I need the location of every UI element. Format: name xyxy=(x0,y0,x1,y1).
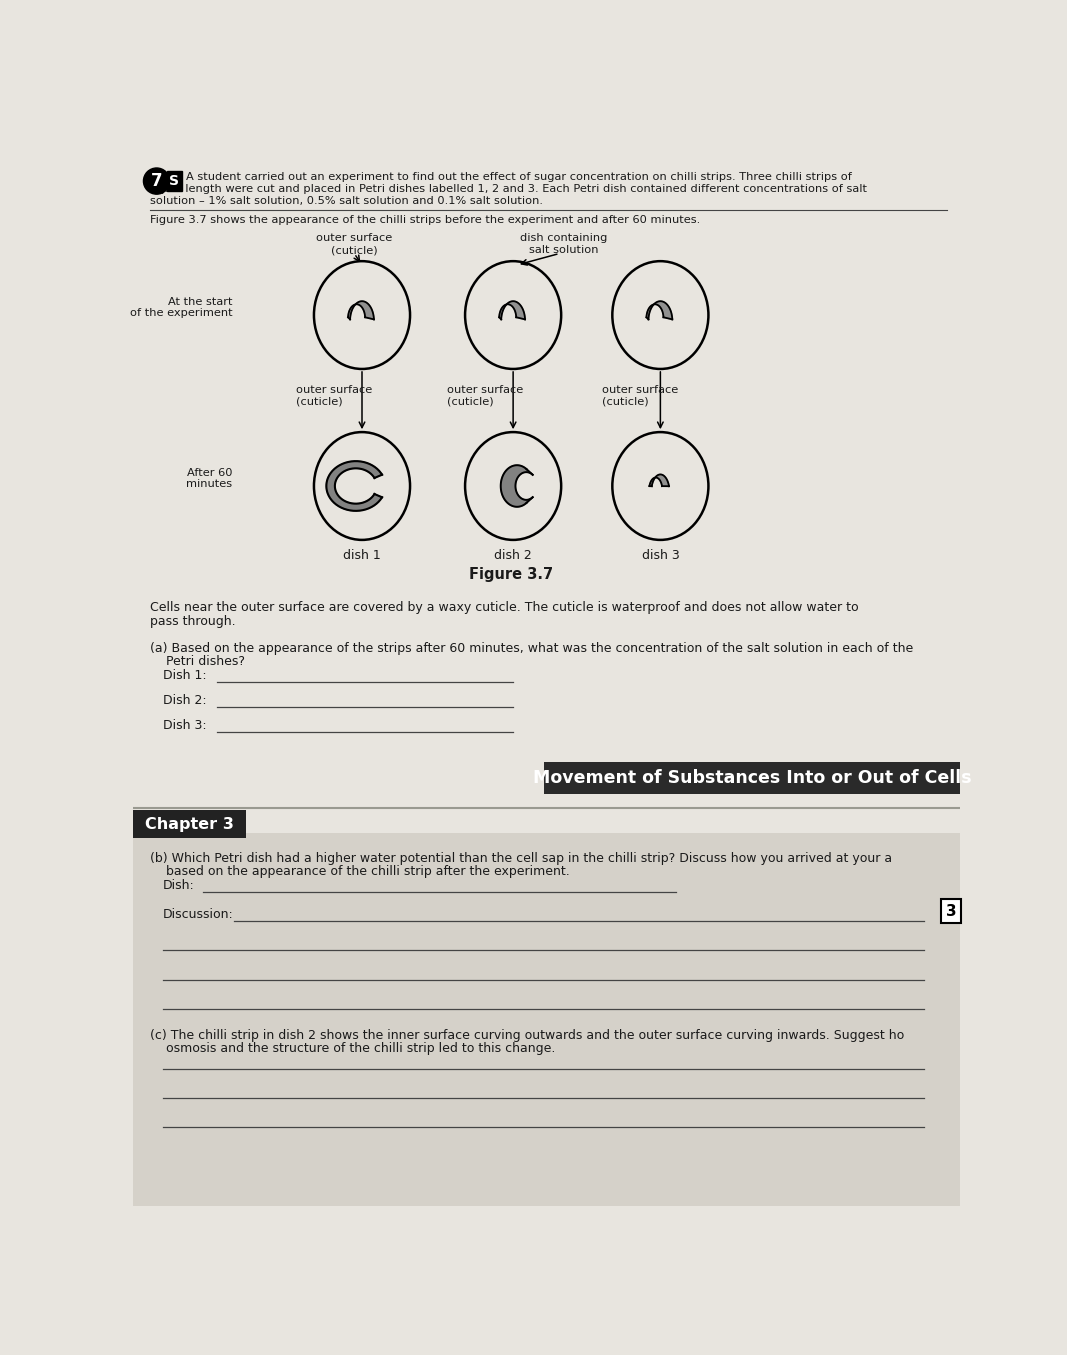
Text: based on the appearance of the chilli strip after the experiment.: based on the appearance of the chilli st… xyxy=(150,864,570,878)
Text: Dish 1:: Dish 1: xyxy=(163,668,206,682)
Polygon shape xyxy=(499,301,525,320)
Bar xyxy=(133,163,960,832)
Polygon shape xyxy=(647,301,672,320)
Bar xyxy=(544,762,960,794)
Text: (b) Which Petri dish had a higher water potential than the cell sap in the chill: (b) Which Petri dish had a higher water … xyxy=(150,852,893,864)
Text: (a) Based on the appearance of the strips after 60 minutes, what was the concent: (a) Based on the appearance of the strip… xyxy=(150,641,913,654)
Text: Discussion:: Discussion: xyxy=(163,908,234,921)
Bar xyxy=(133,810,245,837)
Text: outer surface
(cuticle): outer surface (cuticle) xyxy=(447,385,524,406)
Polygon shape xyxy=(500,465,532,507)
Text: Dish:: Dish: xyxy=(163,879,194,892)
Text: Dish 3:: Dish 3: xyxy=(163,720,206,733)
Text: At the start
of the experiment: At the start of the experiment xyxy=(130,297,233,318)
Text: S: S xyxy=(170,173,179,188)
Text: outer surface
(cuticle): outer surface (cuticle) xyxy=(602,385,679,406)
Circle shape xyxy=(143,168,170,194)
Text: equal length were cut and placed in Petri dishes labelled 1, 2 and 3. Each Petri: equal length were cut and placed in Petr… xyxy=(150,184,867,194)
Text: outer surface
(cuticle): outer surface (cuticle) xyxy=(297,385,372,406)
Text: Cells near the outer surface are covered by a waxy cuticle. The cuticle is water: Cells near the outer surface are covered… xyxy=(150,602,859,615)
Polygon shape xyxy=(327,461,382,511)
Text: dish 3: dish 3 xyxy=(641,549,680,562)
Text: dish containing
salt solution: dish containing salt solution xyxy=(520,233,607,255)
Polygon shape xyxy=(650,474,669,486)
Text: outer surface
(cuticle): outer surface (cuticle) xyxy=(316,233,393,255)
Text: Figure 3.7: Figure 3.7 xyxy=(469,566,554,581)
Text: A student carried out an experiment to find out the effect of sugar concentratio: A student carried out an experiment to f… xyxy=(186,172,851,182)
Text: Movement of Substances Into or Out of Cells: Movement of Substances Into or Out of Ce… xyxy=(532,768,971,787)
Text: (c) The chilli strip in dish 2 shows the inner surface curving outwards and the : (c) The chilli strip in dish 2 shows the… xyxy=(150,1028,905,1042)
Text: solution – 1% salt solution, 0.5% salt solution and 0.1% salt solution.: solution – 1% salt solution, 0.5% salt s… xyxy=(150,196,543,206)
Text: After 60
minutes: After 60 minutes xyxy=(187,467,233,489)
Polygon shape xyxy=(348,301,373,320)
Text: 7: 7 xyxy=(150,172,162,190)
Text: S: S xyxy=(170,173,179,188)
Text: dish 1: dish 1 xyxy=(344,549,381,562)
Text: Chapter 3: Chapter 3 xyxy=(145,817,234,832)
Bar xyxy=(133,832,960,1206)
Text: 3: 3 xyxy=(945,904,956,919)
Text: Petri dishes?: Petri dishes? xyxy=(150,654,245,668)
Text: Figure 3.7 shows the appearance of the chilli strips before the experiment and a: Figure 3.7 shows the appearance of the c… xyxy=(150,215,701,225)
Text: dish 2: dish 2 xyxy=(494,549,532,562)
Text: osmosis and the structure of the chilli strip led to this change.: osmosis and the structure of the chilli … xyxy=(150,1042,556,1056)
Text: Dish 2:: Dish 2: xyxy=(163,694,206,707)
Text: pass through.: pass through. xyxy=(150,615,236,629)
